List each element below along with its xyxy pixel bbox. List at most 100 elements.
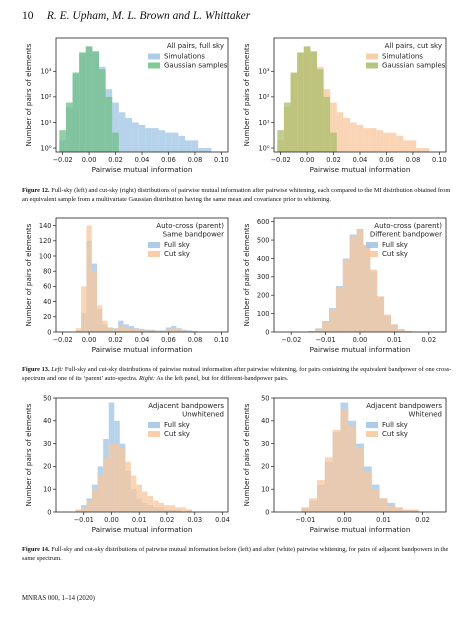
y-tick-label: 50 — [43, 394, 51, 402]
y-tick-label: 140 — [39, 222, 52, 230]
histogram-bar — [108, 443, 115, 512]
histogram-bar — [343, 117, 351, 152]
y-tick-label: 10⁰ — [40, 144, 51, 152]
x-axis-label: Pairwise mutual information — [92, 345, 193, 354]
histogram-bar — [145, 128, 152, 152]
histogram-bar — [297, 52, 304, 152]
histogram-bar — [409, 140, 417, 152]
histogram-bar — [376, 130, 384, 152]
histogram-bar — [403, 509, 411, 512]
y-tick-label: 0 — [265, 508, 269, 516]
plot-frame — [55, 397, 229, 513]
legend-label: Simulations — [382, 53, 423, 61]
histogram-bar — [422, 148, 430, 152]
histogram-bar — [107, 327, 113, 332]
y-tick-label: 10¹ — [258, 119, 269, 127]
x-tick-label: 0.10 — [214, 336, 229, 344]
histogram-bar — [404, 330, 412, 332]
x-axis-label: Pairwise mutual information — [92, 165, 193, 174]
histogram-bar — [315, 328, 323, 332]
histogram-bar — [147, 496, 154, 512]
histogram-bar — [317, 69, 324, 152]
histogram-bar — [75, 328, 82, 332]
histogram-bar — [356, 124, 364, 152]
histogram-bar — [356, 448, 364, 512]
histogram-bar — [171, 328, 177, 332]
legend-label: Simulations — [164, 53, 205, 61]
histogram-bar — [80, 507, 87, 512]
histogram-bar — [323, 96, 331, 152]
x-tick-label: 0.00 — [82, 156, 97, 164]
legend-label: Gaussian samples — [164, 62, 228, 70]
x-tick-label: 0.02 — [160, 516, 175, 524]
legend-swatch — [366, 242, 378, 248]
histogram-bar — [186, 330, 193, 332]
histogram-bar — [363, 244, 371, 332]
figure-14-text: Full-sky and cut-sky distributions of pa… — [22, 546, 449, 562]
histogram-bar — [342, 259, 350, 332]
panel-title: Unwhitened — [182, 411, 224, 419]
legend-swatch — [366, 62, 378, 69]
panel-title: Different bandpower — [370, 231, 442, 239]
panel-title: Adjacent bandpowers — [366, 402, 442, 410]
histogram-bar — [65, 102, 73, 152]
histogram-bar — [370, 269, 378, 332]
x-tick-label: 0.01 — [376, 516, 391, 524]
panel-title: Adjacent bandpowers — [148, 402, 224, 410]
histogram-bar — [164, 505, 170, 512]
histogram-bar — [125, 117, 133, 152]
y-tick-label: 10⁰ — [258, 144, 269, 152]
x-tick-label: 0.00 — [82, 336, 97, 344]
histogram-bar — [329, 309, 336, 332]
histogram-bar — [118, 112, 126, 152]
x-tick-label: 0.04 — [353, 156, 368, 164]
legend-swatch — [366, 422, 378, 428]
y-tick-label: 60 — [43, 283, 51, 291]
histogram-bar — [92, 51, 99, 152]
legend-label: Cut sky — [164, 430, 190, 438]
histogram-bar — [317, 480, 325, 512]
histogram-bar — [134, 328, 140, 332]
histogram-bar — [81, 286, 87, 332]
chart-fig13-right: −0.02 −0.01 0.00 0.01 0.02 0 100 200 300 400 500 60… — [242, 217, 447, 354]
y-axis-label: Number of pairs of elements — [242, 403, 251, 506]
histogram-bar — [191, 140, 199, 152]
histogram-bar — [332, 429, 341, 512]
x-tick-label: 0.00 — [353, 336, 368, 344]
histogram-bar — [153, 500, 159, 512]
x-tick-label: 0.06 — [379, 156, 394, 164]
y-tick-label: 0 — [265, 328, 269, 336]
legend-label: Gaussian samples — [382, 62, 446, 70]
x-tick-label: −0.01 — [74, 516, 94, 524]
x-tick-label: 0.08 — [188, 336, 203, 344]
y-tick-label: 30 — [261, 440, 269, 448]
legend-label: Cut sky — [382, 250, 408, 258]
x-tick-label: −0.01 — [315, 336, 335, 344]
x-tick-label: −0.02 — [53, 156, 73, 164]
histogram-bar — [112, 132, 119, 152]
histogram-bar — [181, 330, 187, 332]
x-tick-label: −0.02 — [281, 336, 301, 344]
x-tick-label: 0.02 — [415, 516, 430, 524]
y-tick-label: 100 — [39, 252, 52, 260]
histogram-bar — [310, 51, 317, 152]
legend-label: Full sky — [164, 241, 190, 249]
figure-12-caption: Figure 12. Full-sky (left) and cut-sky (… — [22, 187, 454, 204]
figure-13-left-tag: Left: — [51, 366, 64, 373]
chart-fig14-right: −0.01 0.00 0.01 0.02 0 10 20 30 40 50 Pairwise mut… — [242, 394, 447, 534]
histogram-bar — [349, 236, 357, 332]
histogram-bar — [350, 122, 357, 152]
histogram-bar — [103, 457, 109, 512]
y-tick-label: 20 — [261, 463, 269, 471]
legend-label: Full sky — [164, 421, 190, 429]
histogram-bar — [72, 72, 80, 152]
histogram-bar — [198, 148, 205, 152]
panel-title: All pairs, cut sky — [385, 42, 442, 50]
histogram-bar — [92, 489, 98, 512]
histogram-bar — [336, 112, 344, 152]
histogram-bar — [97, 305, 103, 332]
legend-swatch — [148, 62, 160, 69]
histogram-bar — [348, 425, 357, 512]
y-tick-label: 10³ — [40, 68, 51, 76]
histogram-bar — [363, 470, 372, 512]
